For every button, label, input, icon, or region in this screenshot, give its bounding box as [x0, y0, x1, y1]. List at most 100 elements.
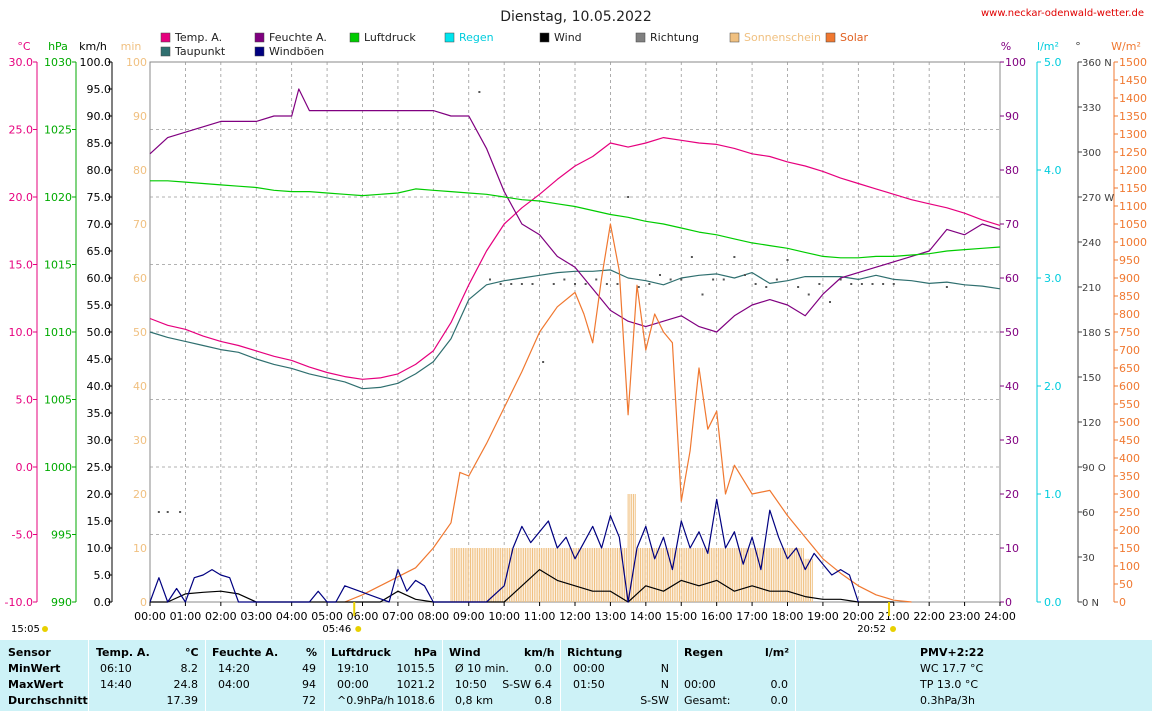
dir-tick-label: 270 W — [1082, 193, 1114, 204]
solar-tick-label: 950 — [1119, 254, 1140, 267]
wind-tick-label: 20.0 — [87, 488, 112, 501]
temp-tick-label: 0.0 — [16, 461, 34, 474]
time-tick-label: 18:00 — [772, 610, 804, 623]
hdr-temp: Temp. A. — [96, 646, 150, 659]
time-tick-label: 19:00 — [807, 610, 839, 623]
wind-unit-label: km/h — [79, 40, 107, 53]
summary-cell-label: MaxWert — [8, 678, 64, 691]
wind-tick-label: 55.0 — [87, 299, 112, 312]
legend-swatch-wind — [539, 32, 550, 43]
direction-point — [945, 286, 948, 288]
series-lines — [149, 88, 1001, 603]
series-line-windb-en — [149, 498, 859, 603]
solar-tick-label: 1400 — [1119, 92, 1147, 105]
legend-swatch-gust — [254, 46, 265, 57]
sun-tick-label: 40 — [133, 380, 147, 393]
summary-cell-dir-v: N — [660, 678, 669, 691]
summary-cell-dir-v: N — [660, 662, 669, 675]
wind-tick-label: 15.0 — [87, 515, 112, 528]
time-tick-label: 16:00 — [701, 610, 733, 623]
direction-point — [179, 511, 182, 513]
series-line-taupunkt — [149, 269, 1001, 390]
temp-tick-label: 10.0 — [9, 326, 34, 339]
legend-label-dew: Taupunkt — [174, 45, 226, 58]
sun-tick-label: 100 — [126, 56, 147, 69]
legend-swatch-dew — [160, 46, 171, 57]
hum-tick-label: 50 — [1005, 326, 1019, 339]
summary-cell-temp-t: 06:10 — [100, 662, 132, 675]
summary-cell-wind-t: Ø 10 min. — [455, 662, 509, 675]
summary-cell-dir-t: 00:00 — [573, 662, 605, 675]
direction-point — [637, 286, 640, 288]
hdr-dir: Richtung — [567, 646, 623, 659]
time-tick-label: 15:00 — [665, 610, 697, 623]
sun-unit-label: min — [121, 40, 142, 53]
solar-tick-label: 50 — [1119, 578, 1133, 591]
summary-cell-rain-t: Gesamt: — [684, 694, 731, 707]
sun-tick-label: 20 — [133, 488, 147, 501]
legend: Temp. A.Taupunkt Feuchte A.Windböen Luftdr… — [160, 31, 869, 58]
summary-cell-hum-t: 04:00 — [218, 678, 250, 691]
wind-tick-label: 90.0 — [87, 110, 112, 123]
direction-point — [552, 283, 555, 285]
summary-cell-hum-v: 72 — [302, 694, 316, 707]
solar-tick-label: 1300 — [1119, 128, 1147, 141]
legend-label-press: Luftdruck — [364, 31, 416, 44]
sun-icon — [355, 626, 362, 632]
press-tick-label: 1020 — [44, 191, 72, 204]
grid — [149, 61, 1001, 603]
direction-point — [478, 91, 481, 93]
hum-tick-label: 90 — [1005, 110, 1019, 123]
dir-tick-label: 210 — [1082, 283, 1101, 294]
solar-tick-label: 600 — [1119, 380, 1140, 393]
rain-tick-label: 1.0 — [1044, 488, 1062, 501]
sun-tick-label: 10 — [133, 542, 147, 555]
direction-point — [701, 293, 704, 296]
solar-tick-label: 200 — [1119, 524, 1140, 537]
sun-tick-label: 90 — [133, 110, 147, 123]
summary-cell-press-v: 1021.2 — [396, 678, 436, 691]
series-line-solar — [344, 223, 912, 603]
direction-point — [510, 283, 513, 285]
wind-tick-label: 45.0 — [87, 353, 112, 366]
legend-swatch-rain — [444, 32, 455, 43]
dir-tick-label: 360 N — [1082, 58, 1112, 69]
direction-point — [648, 283, 651, 285]
wind-tick-label: 10.0 — [87, 542, 112, 555]
direction-point — [712, 278, 715, 281]
summary-cell-temp-v: 24.8 — [173, 678, 199, 691]
direction-point — [733, 256, 736, 258]
summary-table: Sensor Temp. A. °C Feuchte A. % Luftdruc… — [0, 640, 1152, 711]
solar-tick-label: 750 — [1119, 326, 1140, 339]
summary-cell-dir-t: 01:50 — [573, 678, 605, 691]
summary-cell-press-t: 19:10 — [337, 662, 369, 675]
hdr-hum-unit: % — [306, 646, 318, 659]
col-separator — [205, 640, 206, 711]
legend-swatch-solar — [825, 32, 836, 43]
direction-point — [616, 283, 619, 285]
dir-tick-label: 60 — [1082, 508, 1095, 519]
summary-cell-label: MinWert — [8, 662, 61, 675]
time-tick-label: 20:00 — [842, 610, 874, 623]
temp-tick-label: 20.0 — [9, 191, 34, 204]
site-link[interactable]: www.neckar-odenwald-wetter.de — [981, 8, 1144, 19]
summary-cell-wind-v: 0.8 — [534, 694, 553, 707]
solar-tick-label: 1100 — [1119, 200, 1147, 213]
hdr-sensor: Sensor — [8, 646, 51, 659]
time-tick-label: 13:00 — [595, 610, 627, 623]
press-unit-label: hPa — [48, 40, 68, 53]
solar-tick-label: 1200 — [1119, 164, 1147, 177]
dir-tick-label: 150 — [1082, 373, 1101, 384]
wind-tick-label: 75.0 — [87, 191, 112, 204]
wind-tick-label: 100.0 — [80, 56, 112, 69]
legend-label-rain: Regen — [459, 31, 494, 44]
legend-swatch-sunshine — [729, 32, 740, 43]
wind-tick-label: 85.0 — [87, 137, 112, 150]
temp-tick-label: 30.0 — [9, 56, 34, 69]
summary-cell-hum-v: 94 — [302, 678, 316, 691]
solar-tick-label: 1050 — [1119, 218, 1147, 231]
hdr-hum: Feuchte A. — [212, 646, 279, 659]
solar-tick-label: 850 — [1119, 290, 1140, 303]
direction-point — [807, 293, 810, 296]
legend-label-temp: Temp. A. — [174, 31, 222, 44]
